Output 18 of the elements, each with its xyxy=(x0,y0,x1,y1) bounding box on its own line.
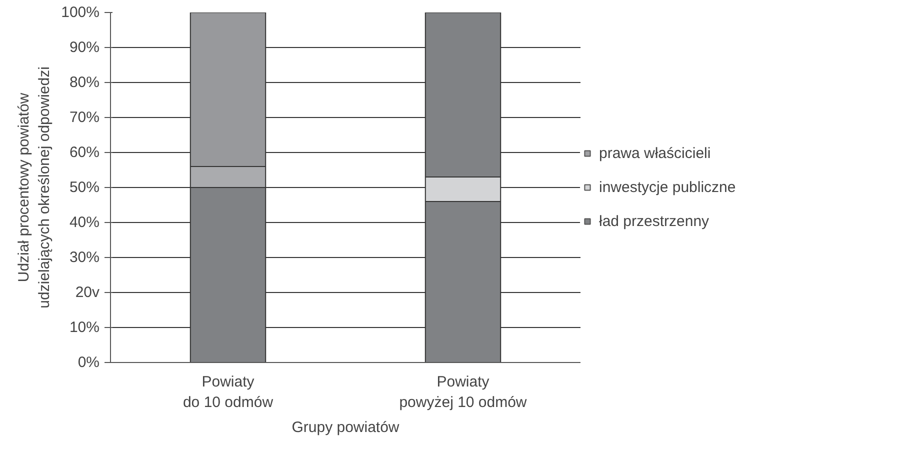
legend-label: inwestycje publiczne xyxy=(599,178,737,196)
y-tick-label: 100% xyxy=(61,4,100,21)
y-tick-label: 80% xyxy=(69,74,100,91)
y-tick-label: 70% xyxy=(69,109,100,126)
x-tick-label: Powiaty do 10 odmów xyxy=(182,374,274,411)
legend-label: ład przestrzenny xyxy=(599,212,710,230)
y-tick-label: 20v xyxy=(75,284,100,301)
y-tick-label: 40% xyxy=(69,214,100,231)
y-tick-label: 60% xyxy=(69,144,100,161)
y-tick-label: 0% xyxy=(78,354,100,371)
x-axis-title: Grupy powiatów xyxy=(292,418,400,436)
y-tick-label: 50% xyxy=(69,179,100,196)
legend-label: prawa właścicieli xyxy=(599,144,712,162)
y-tick-label: 10% xyxy=(69,319,100,336)
y-axis-title: Udział procentowy powiatów udzielających określonej odpowiedzi xyxy=(16,66,54,308)
y-tick-label: 30% xyxy=(69,249,100,266)
x-tick-label: Powiaty powyżej 10 odmów xyxy=(399,374,527,411)
y-tick-label: 90% xyxy=(69,39,100,56)
